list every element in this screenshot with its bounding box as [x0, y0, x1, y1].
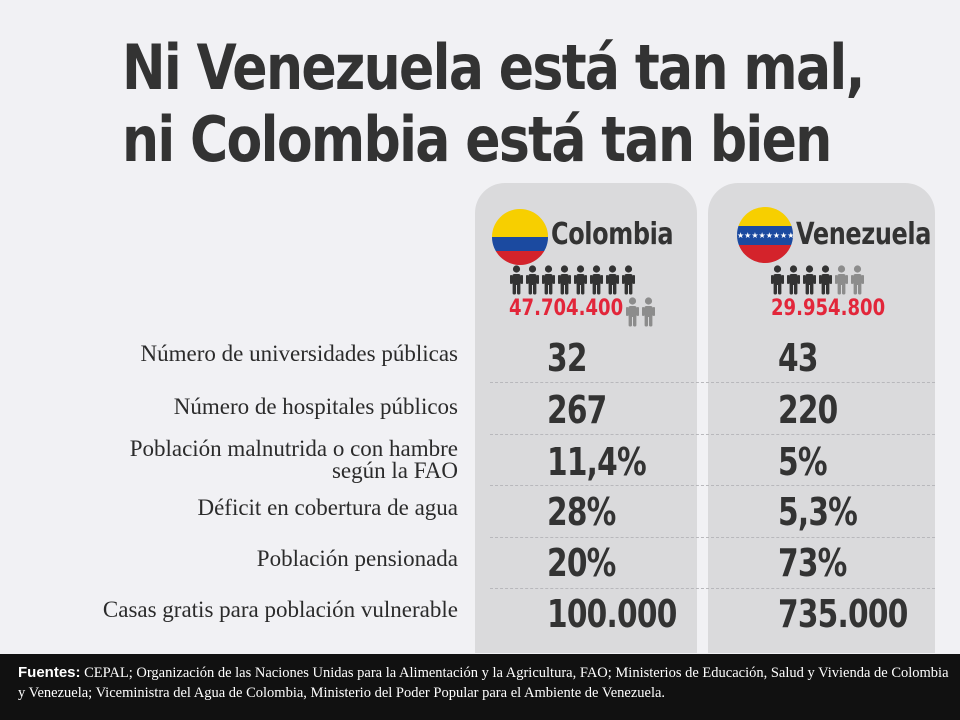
sources-footer: Fuentes: CEPAL; Organización de las Naci…: [0, 654, 960, 720]
person-icon: [803, 265, 816, 299]
row-divider: [490, 588, 935, 589]
venezuela-people-row: [771, 265, 864, 299]
person-icon: [510, 265, 523, 299]
person-icon: [787, 265, 800, 299]
colombia-value-malnutrida: 11,4%: [547, 440, 647, 484]
person-icon: [626, 297, 639, 331]
row-divider: [490, 485, 935, 486]
venezuela-value-casas: 735.000: [778, 592, 908, 636]
colombia-population: 47.704.400: [509, 296, 624, 321]
sources-text: CEPAL; Organización de las Naciones Unid…: [18, 665, 949, 701]
headline: Ni Venezuela está tan mal, ni Colombia e…: [122, 31, 865, 176]
venezuela-value-hospitales: 220: [778, 388, 838, 432]
venezuela-value-pensionada: 73%: [778, 541, 847, 585]
person-icon: [771, 265, 784, 299]
row-label-malnutrida-line-2: según la FAO: [331, 458, 458, 483]
venezuela-value-malnutrida: 5%: [778, 440, 828, 484]
row-label-hospitales: Número de hospitales públicos: [173, 394, 458, 419]
colombia-value-agua: 28%: [547, 490, 616, 534]
headline-line-1: Ni Venezuela está tan mal,: [122, 31, 865, 104]
row-divider: [490, 434, 935, 435]
colombia-value-universidades: 32: [547, 336, 587, 380]
venezuela-flag-icon: ★★★★★★★★: [737, 207, 793, 263]
colombia-flag-icon: [492, 209, 548, 265]
row-divider: [490, 537, 935, 538]
row-label-casas: Casas gratis para población vulnerable: [102, 597, 458, 622]
row-label-malnutrida: Población malnutrida o con hambre según …: [129, 436, 458, 483]
headline-line-2: ni Colombia está tan bien: [122, 103, 832, 176]
colombia-value-pensionada: 20%: [547, 541, 616, 585]
venezuela-value-universidades: 43: [778, 336, 818, 380]
colombia-name: Colombia: [551, 217, 674, 252]
person-icon: [622, 265, 635, 299]
person-icon: [590, 265, 603, 299]
person-icon: [574, 265, 587, 299]
venezuela-value-agua: 5,3%: [778, 490, 858, 534]
row-divider: [490, 382, 935, 383]
row-label-agua: Déficit en cobertura de agua: [197, 495, 458, 520]
person-icon: [526, 265, 539, 299]
colombia-people-row-1: [510, 265, 635, 299]
colombia-value-casas: 100.000: [547, 592, 677, 636]
person-icon: [542, 265, 555, 299]
person-icon: [558, 265, 571, 299]
venezuela-name: Venezuela: [796, 217, 932, 252]
person-icon: [851, 265, 864, 299]
venezuela-population: 29.954.800: [771, 296, 886, 321]
sources-label: Fuentes:: [18, 664, 81, 681]
person-icon: [606, 265, 619, 299]
row-label-universidades: Número de universidades públicas: [140, 341, 458, 366]
colombia-people-row-2: [626, 297, 655, 331]
colombia-value-hospitales: 267: [547, 388, 607, 432]
person-icon: [835, 265, 848, 299]
row-label-malnutrida-line-1: Población malnutrida o con hambre: [129, 436, 458, 461]
person-icon: [819, 265, 832, 299]
venezuela-column-panel: [708, 183, 935, 653]
person-icon: [642, 297, 655, 331]
row-label-pensionada: Población pensionada: [256, 546, 458, 571]
